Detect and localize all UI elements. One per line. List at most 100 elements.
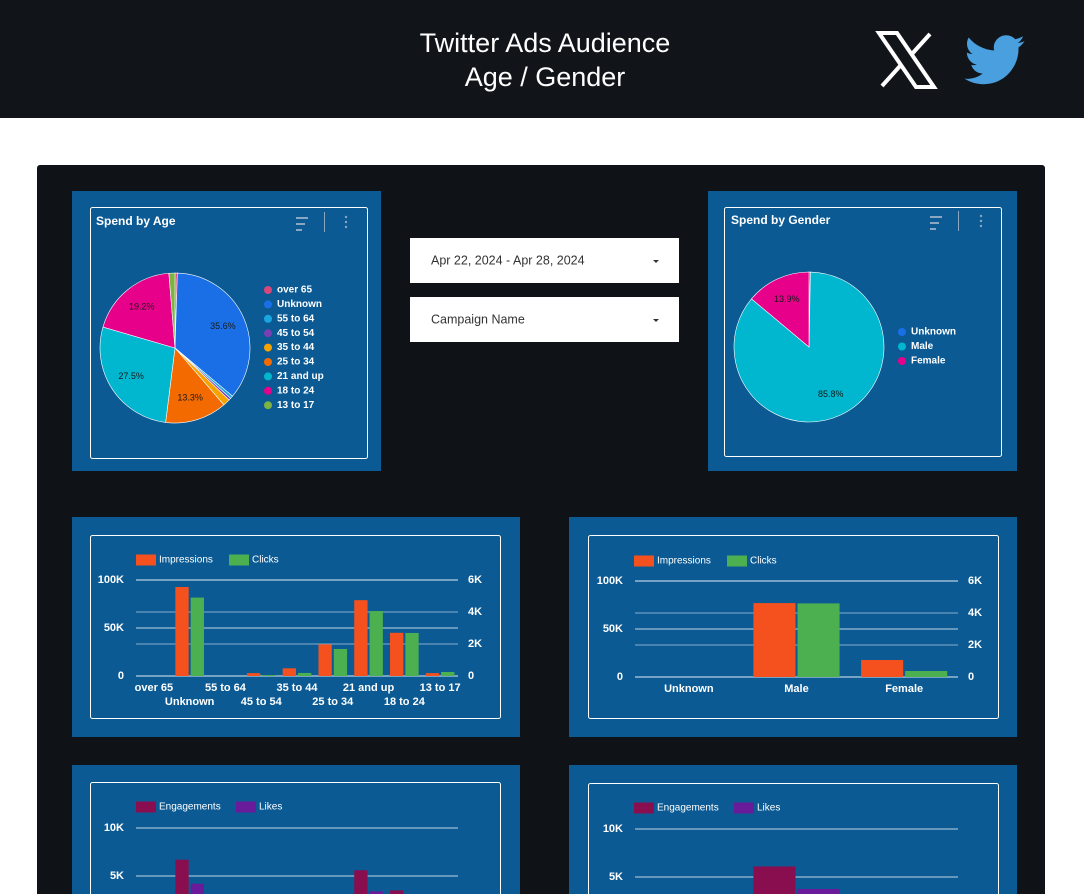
card (90, 782, 501, 894)
legend-label: Likes (757, 803, 780, 814)
pie-value-label: 19.2% (129, 302, 155, 312)
legend-swatch (264, 401, 272, 410)
panel (72, 765, 520, 894)
bar (905, 671, 948, 677)
bar (246, 673, 261, 676)
legend-swatch (734, 802, 754, 814)
y2-tick-label: 4K (968, 607, 982, 619)
legend-label: over 65 (277, 285, 312, 296)
legend-swatch (264, 386, 272, 395)
header-bar (0, 0, 1084, 118)
legend-swatch (136, 554, 156, 566)
pie-slice (174, 272, 251, 397)
pie-slice (751, 271, 810, 348)
bar (753, 603, 796, 677)
legend-swatch (264, 286, 272, 294)
legend-label: Clicks (252, 555, 279, 566)
y-tick-label: 0 (118, 670, 124, 682)
bar (369, 611, 383, 676)
card-menu[interactable] (296, 212, 348, 232)
legend-label: Engagements (657, 803, 719, 814)
x-tick-label: 55 to 64 (205, 682, 247, 694)
y2-tick-label: 2K (468, 638, 482, 650)
legend-label: 45 to 54 (277, 328, 315, 339)
card (588, 535, 999, 719)
header-title: Twitter Ads Audience (420, 28, 671, 58)
y-tick-label: 100K (98, 574, 124, 586)
legend-label: 21 and up (277, 371, 324, 382)
card (90, 207, 368, 459)
card-menu[interactable] (930, 211, 983, 231)
x-tick-label: 25 to 34 (312, 696, 354, 708)
y2-tick-label: 6K (968, 575, 982, 587)
pie-value-label: 13.3% (177, 393, 203, 403)
y-tick-label: 5K (609, 871, 623, 883)
x-tick-label: 21 and up (343, 682, 395, 694)
twitter-logo[interactable] (964, 35, 1025, 85)
y2-tick-label: 0 (968, 671, 974, 683)
bar (753, 866, 796, 894)
campaign-filter[interactable]: Campaign Name (410, 297, 679, 342)
x-logo[interactable] (875, 31, 938, 89)
y-tick-label: 50K (603, 623, 623, 635)
bar (390, 632, 404, 676)
legend-swatch (264, 358, 272, 366)
bar (175, 859, 189, 894)
y2-tick-label: 2K (968, 639, 982, 651)
bar (354, 600, 368, 676)
y2-tick-label: 4K (468, 606, 482, 618)
bar (797, 603, 840, 677)
y-tick-label: 10K (603, 823, 623, 835)
bar (175, 587, 189, 676)
y-tick-label: 0 (617, 671, 623, 683)
legend-swatch (634, 555, 654, 567)
y-tick-label: 100K (597, 575, 623, 587)
bar (190, 597, 204, 676)
bar (861, 660, 904, 677)
legend-swatch (264, 300, 272, 309)
bar (282, 668, 296, 676)
bar (354, 870, 368, 894)
legend-label: Unknown (911, 327, 956, 338)
date-range-text: Apr 22, 2024 - Apr 28, 2024 (431, 253, 585, 267)
legend-label: 35 to 44 (277, 342, 315, 353)
bar (190, 883, 204, 894)
x-tick-label: Unknown (165, 696, 215, 708)
x-tick-label: 35 to 44 (277, 682, 319, 694)
legend-swatch (898, 328, 906, 336)
x-tick-label: over 65 (135, 682, 174, 694)
legend-swatch (727, 555, 747, 567)
legend-label: Engagements (159, 802, 221, 813)
legend-label: 13 to 17 (277, 400, 315, 411)
x-tick-label: 45 to 54 (241, 696, 283, 708)
x-tick-label: Female (885, 683, 923, 695)
legend-label: 55 to 64 (277, 313, 315, 324)
campaign-text: Campaign Name (431, 312, 525, 326)
bar (405, 632, 419, 676)
header-subtitle: Age / Gender (465, 62, 626, 92)
y2-tick-label: 6K (468, 574, 482, 586)
legend-swatch (229, 554, 249, 566)
y-tick-label: 5K (110, 870, 124, 882)
bar (797, 889, 840, 894)
legend-label: 25 to 34 (277, 357, 315, 368)
bar (298, 672, 312, 676)
pie-value-label: 35.6% (210, 321, 236, 331)
legend-label: Female (911, 356, 946, 367)
x-tick-label: Unknown (664, 683, 714, 695)
pie-slice (168, 272, 176, 349)
y2-tick-label: 0 (468, 670, 474, 682)
date-range-filter[interactable]: Apr 22, 2024 - Apr 28, 2024 (410, 238, 679, 283)
bar (262, 675, 276, 676)
legend-label: Likes (259, 802, 282, 813)
pie-value-label: 85.8% (818, 389, 844, 399)
legend-swatch (236, 801, 256, 813)
legend-label: 18 to 24 (277, 385, 315, 396)
legend-label: Unknown (277, 299, 322, 310)
legend-swatch (136, 801, 156, 813)
legend-swatch (264, 372, 272, 381)
bar (425, 673, 440, 676)
card (588, 783, 999, 894)
